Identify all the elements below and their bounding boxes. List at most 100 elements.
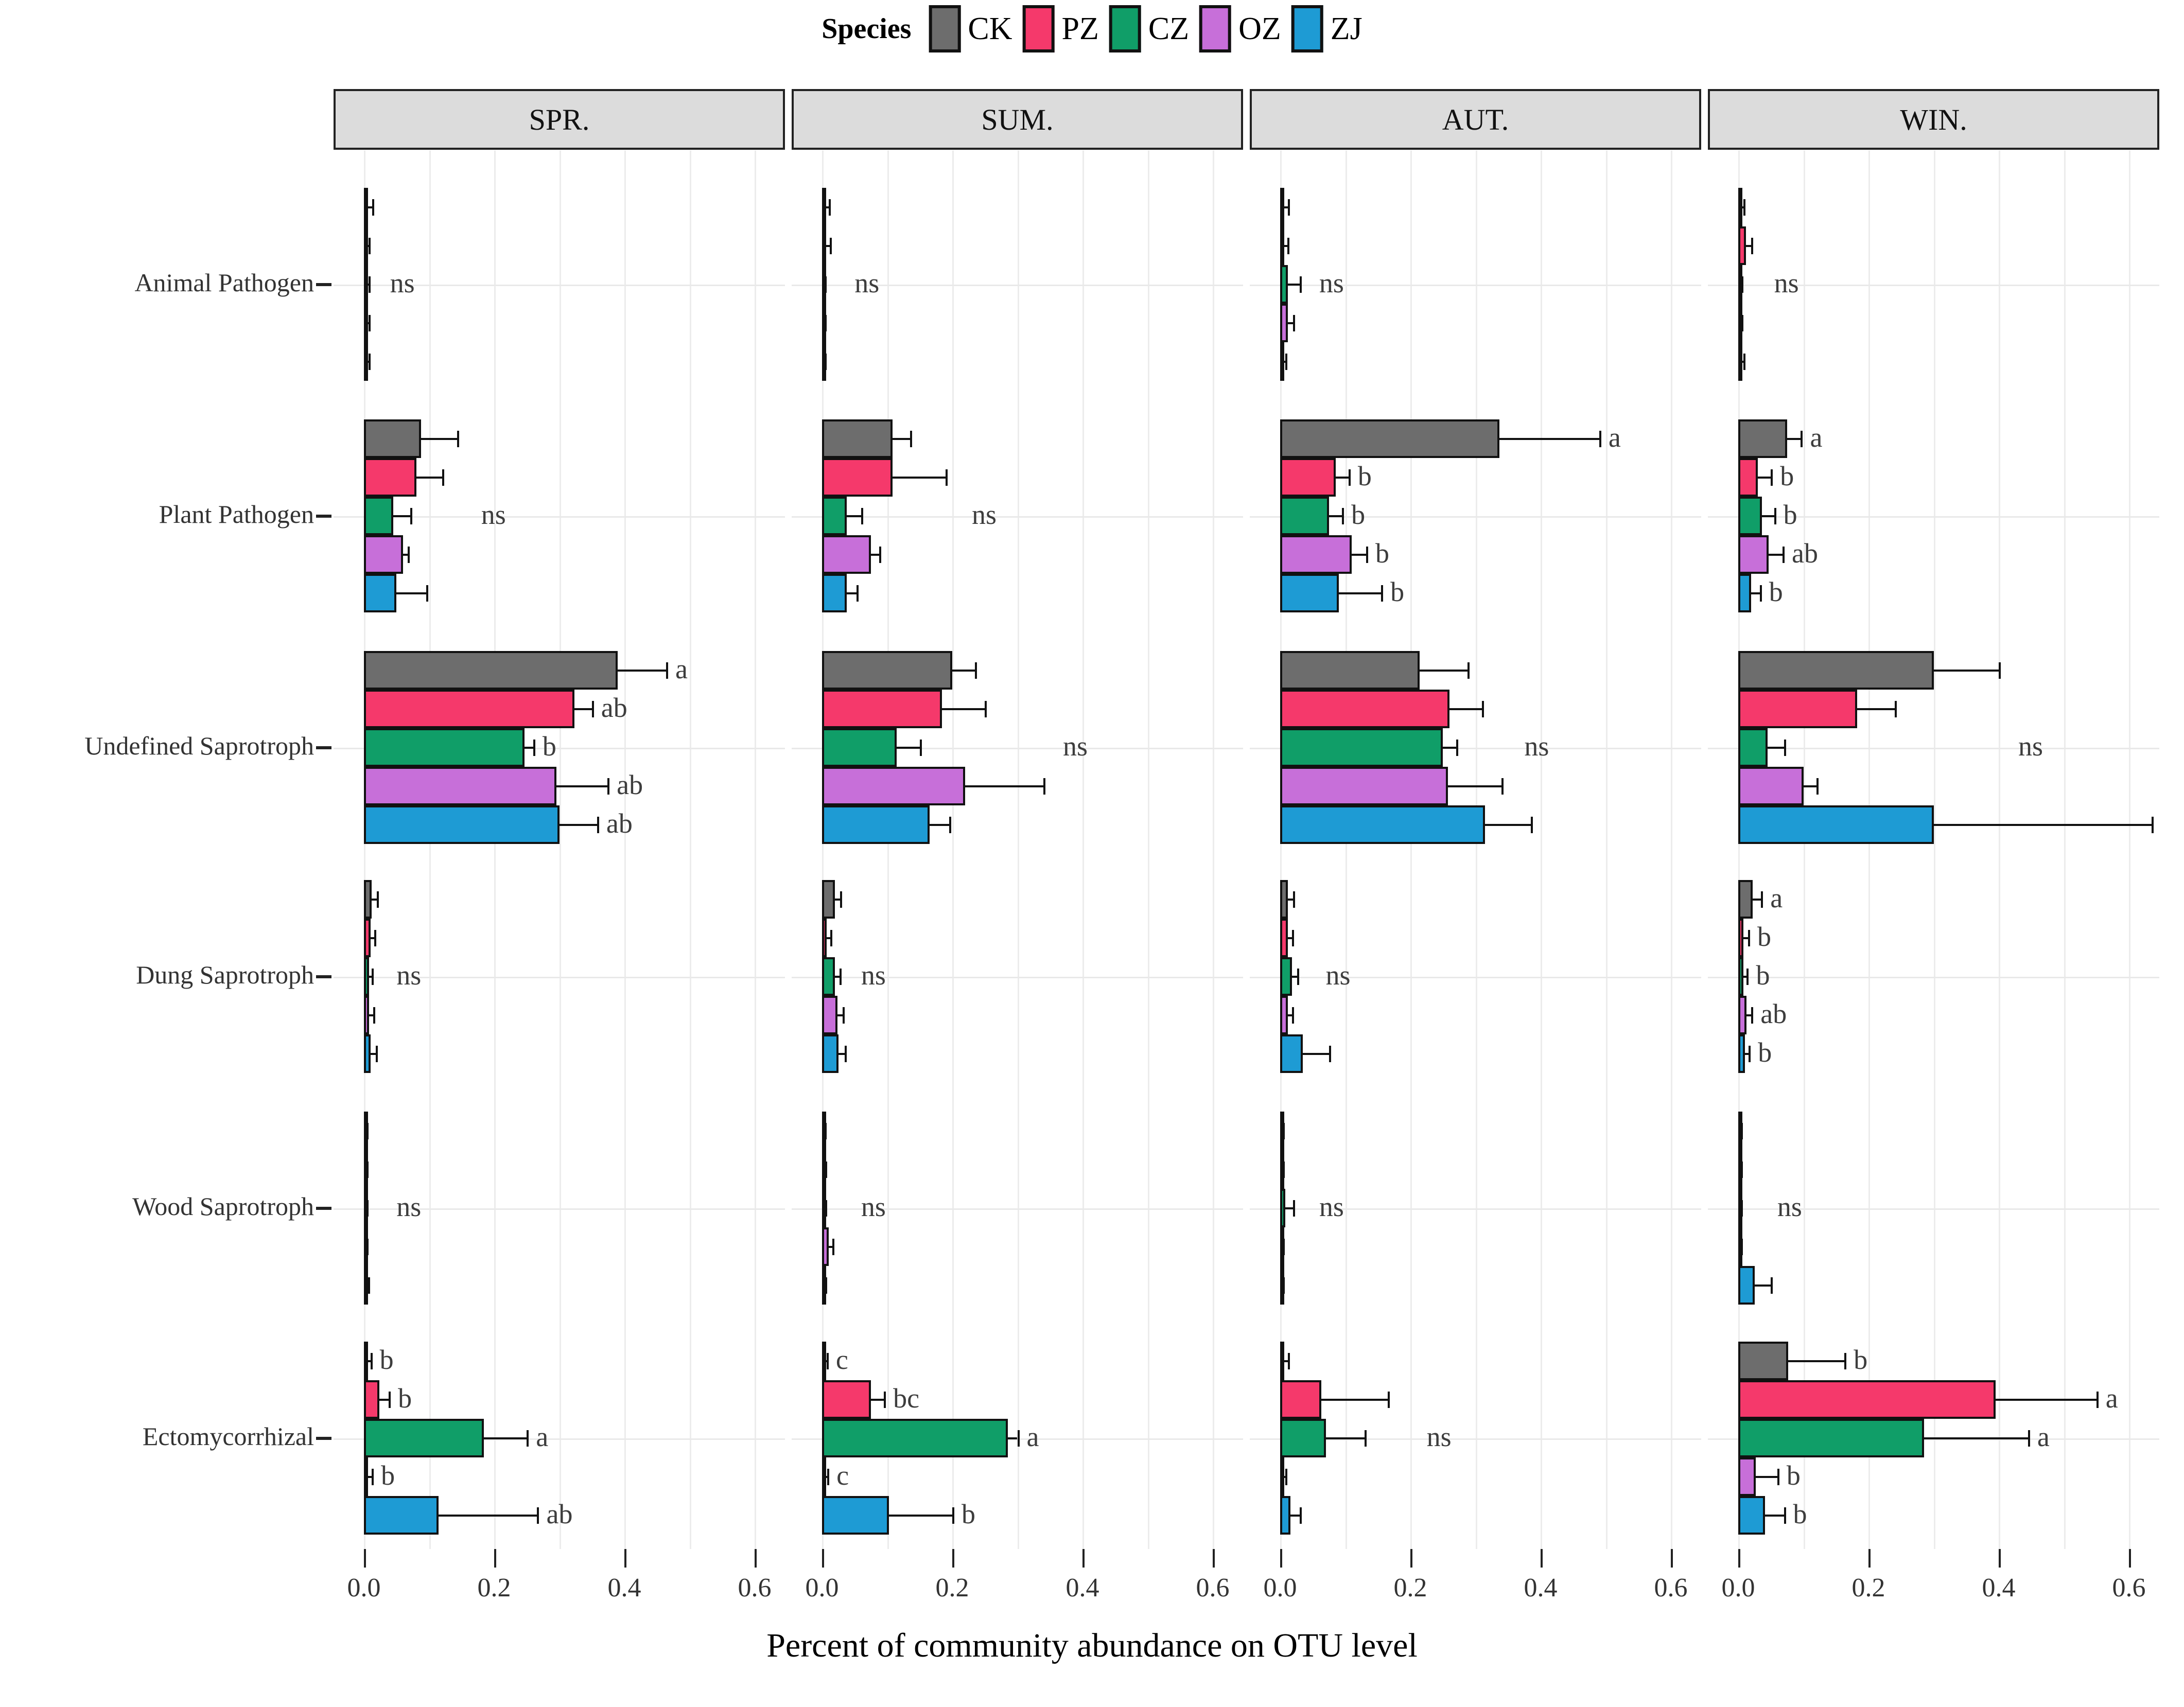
error-bar [892,476,946,479]
error-bar [824,1284,826,1287]
bar-spr-undefined-saprotroph-zj [364,805,560,844]
error-bar-cap [374,929,377,946]
x-tick [2129,1549,2131,1568]
sig-letter: a [1810,421,1823,453]
error-bar-cap [1287,237,1289,254]
error-bar-cap [372,968,374,985]
error-bar-cap [410,507,412,524]
ns-label: ns [971,499,997,530]
bar-spr-dung-saprotroph-pz [364,919,371,957]
error-bar [365,1130,367,1132]
bar-win-dung-saprotroph-ck [1738,880,1753,919]
gridline-h [1708,285,2159,286]
gridline-v [1082,150,1084,1549]
error-bar [838,1052,845,1055]
error-bar-cap [537,1507,539,1524]
bar-aut-undefined-saprotroph-pz [1280,690,1449,728]
x-tick [1868,1549,1871,1568]
bar-sum-dung-saprotroph-oz [822,996,838,1034]
gridline-h [334,748,785,749]
bar-sum-undefined-saprotroph-oz [822,767,966,805]
error-bar-cap [607,778,610,795]
error-bar [1285,1207,1294,1209]
x-tick-label: 0.0 [347,1573,381,1603]
bar-spr-dung-saprotroph-zj [364,1034,371,1073]
error-bar-cap [830,237,832,254]
x-tick [364,1549,366,1568]
bar-spr-plant-pathogen-cz [364,497,393,535]
error-bar [823,1130,825,1132]
error-bar [1787,437,1801,440]
error-bar-cap [1759,585,1762,602]
error-bar-cap [1741,1122,1743,1139]
facet-strip-aut: AUT. [1250,89,1701,150]
error-bar-cap [952,1507,954,1524]
x-tick-label: 0.4 [1065,1573,1099,1603]
legend-swatch-pz [1022,5,1055,52]
error-bar [1329,515,1342,517]
error-bar-cap [1283,1277,1285,1294]
gridline-h [792,1208,1243,1210]
bar-spr-dung-saprotroph-oz [364,996,370,1034]
error-bar-cap [827,1468,830,1485]
error-bar-cap [372,199,375,216]
y-tick-animal-pathogen [316,283,331,286]
error-bar-cap [1801,430,1803,447]
ns-label: ns [1426,1421,1452,1452]
error-bar [826,244,830,247]
sig-letter: b [1357,460,1372,491]
ns-label: ns [481,499,506,530]
gridline-h [1250,748,1701,749]
bar-win-undefined-saprotroph-ck [1738,651,1934,690]
error-bar [1743,975,1747,978]
bar-sum-ectomycorrhizal-cz [822,1419,1008,1457]
error-bar [365,1245,367,1248]
error-bar [1335,476,1349,479]
error-bar [1756,1475,1777,1478]
error-bar-cap [368,1277,370,1294]
error-bar-cap [884,1391,886,1408]
error-bar-cap [1783,546,1785,563]
error-bar [1281,1130,1283,1132]
sig-letter: b [1351,499,1366,530]
bar-spr-animal-pathogen-ck [364,188,368,226]
error-bar-cap [527,1430,529,1447]
bar-spr-plant-pathogen-ck [364,419,422,458]
bar-win-dung-saprotroph-oz [1738,996,1747,1034]
bar-sum-dung-saprotroph-cz [822,957,835,996]
bar-spr-ectomycorrhizal-pz [364,1380,380,1419]
legend-label: ZJ [1330,11,1362,46]
gridline-h [1708,748,2159,749]
bar-win-undefined-saprotroph-pz [1738,690,1858,728]
error-bar-cap [1381,585,1384,602]
error-bar [1995,1398,2096,1401]
gridline-h [792,977,1243,978]
error-bar-cap [1366,546,1368,563]
gridline-v [1475,150,1477,1549]
error-bar-cap [591,700,594,717]
bar-win-wood-saprotroph-zj [1738,1266,1755,1305]
error-bar-cap [377,891,379,908]
ns-label: ns [1325,960,1351,991]
error-bar-cap [975,662,977,679]
error-bar [1288,898,1294,901]
error-bar-cap [1299,1507,1302,1524]
gridline-h [1250,285,1701,286]
sig-letter: b [962,1498,975,1529]
gridline-h [1708,977,2159,978]
bar-spr-undefined-saprotroph-ck [364,651,618,690]
error-bar [369,1014,373,1016]
legend-item-oz: OZ [1199,5,1281,52]
error-bar-cap [826,1352,829,1369]
x-tick-label: 0.6 [738,1573,772,1603]
error-bar-cap [1751,237,1754,254]
error-bar-cap [366,1161,369,1178]
bar-sum-plant-pathogen-pz [822,458,893,497]
error-bar [1449,708,1482,710]
x-tick-label: 0.0 [1721,1573,1755,1603]
sig-letter: a [1608,421,1621,453]
gridline-v [755,150,756,1549]
bar-aut-dung-saprotroph-pz [1280,919,1288,957]
bar-sum-wood-saprotroph-oz [822,1227,829,1266]
y-tick-dung-saprotroph [316,975,331,978]
